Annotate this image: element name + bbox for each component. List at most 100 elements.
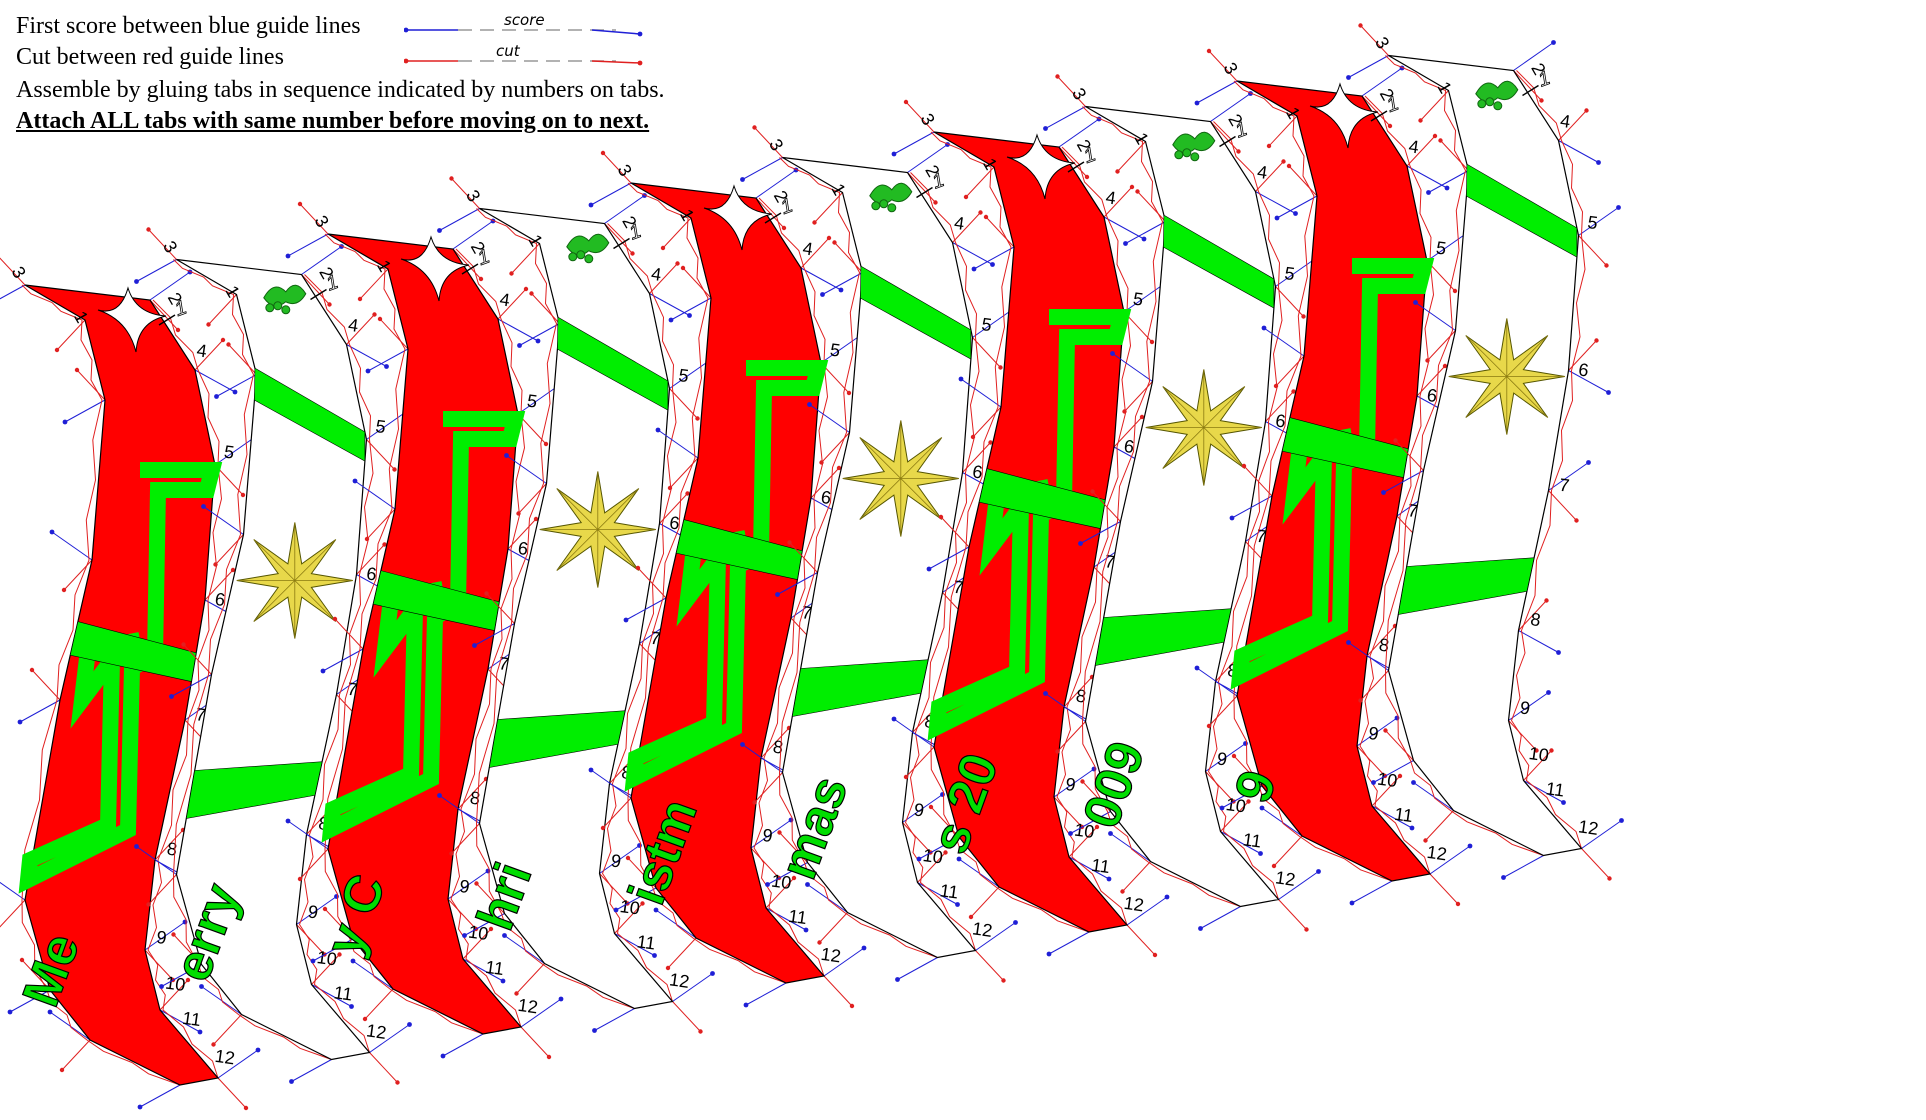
tab-number: 10 xyxy=(164,973,187,996)
score-guide-dot xyxy=(1229,515,1235,521)
score-guide-line xyxy=(1383,470,1424,493)
score-guide-line xyxy=(893,718,935,748)
score-guide-line xyxy=(1045,106,1086,129)
tab-number: 10 xyxy=(619,896,642,919)
glue-tab-edge xyxy=(601,223,677,1002)
cut-guide-dot xyxy=(523,286,529,292)
score-guide-line xyxy=(1200,906,1241,929)
cut-guide-line xyxy=(173,934,202,965)
score-guide-line xyxy=(214,436,256,466)
cut-guide-line xyxy=(21,959,51,991)
score-guide-line xyxy=(144,921,186,951)
cut-guide-dot xyxy=(181,642,186,647)
score-guide-dot xyxy=(365,368,371,374)
score-guide-dot xyxy=(1261,325,1267,331)
glue-tab-edge xyxy=(904,172,980,951)
glue-start-arrow xyxy=(1219,135,1236,148)
score-guide-line xyxy=(0,284,26,300)
cut-guide-line xyxy=(364,988,394,1020)
tab-number: 6 xyxy=(1426,385,1439,406)
score-guide-dot xyxy=(1616,205,1621,210)
cut-guide-line xyxy=(1360,670,1389,701)
glue-tab-edge xyxy=(1384,55,1544,856)
score-guide-dot xyxy=(1546,690,1551,695)
glue-tab-edge xyxy=(298,274,374,1053)
score-guide-line xyxy=(346,344,387,367)
cut-guide-line xyxy=(511,243,540,274)
score-guide-line xyxy=(1080,521,1121,544)
cut-guide-dot xyxy=(61,587,67,593)
cut-guide-line xyxy=(779,832,808,863)
score-guide-dot xyxy=(285,253,291,259)
cut-guide-line xyxy=(1440,140,1469,171)
tab-number: 4 xyxy=(953,213,966,234)
cut-guide-line xyxy=(369,1052,398,1083)
cut-guide-line xyxy=(907,172,936,203)
score-guide-line xyxy=(19,699,61,723)
cut-guide-dot xyxy=(1549,748,1554,753)
score-guide-dot xyxy=(350,958,356,964)
score-guide-line xyxy=(1428,170,1469,193)
score-guide-line xyxy=(217,1049,259,1079)
tab-number: 8 xyxy=(469,788,482,809)
tab-number: 11 xyxy=(1393,804,1414,826)
green-band xyxy=(791,659,929,717)
score-guide-line xyxy=(670,297,712,321)
score-guide-line xyxy=(520,998,562,1028)
score-guide-line xyxy=(1275,258,1316,287)
score-guide-dot xyxy=(1043,126,1048,131)
tab-number: 11 xyxy=(333,982,354,1004)
tab-number: 5 xyxy=(374,416,387,437)
cut-guide-dot xyxy=(1425,358,1430,363)
score-guide-dot xyxy=(895,977,900,982)
score-guide-dot xyxy=(1606,390,1611,395)
cut-guide-dot xyxy=(1397,773,1403,779)
score-guide-line xyxy=(447,870,489,900)
cut-guide-line xyxy=(531,293,560,324)
score-guide-line xyxy=(750,819,792,849)
glue-start-arrow xyxy=(1370,110,1388,122)
cut-guide-dot xyxy=(1607,876,1612,881)
score-guide-dot xyxy=(1346,640,1351,645)
cut-guide-line xyxy=(452,248,482,280)
cut-guide-dot xyxy=(1574,518,1579,523)
score-guide-dot xyxy=(384,364,389,369)
tab-number: 10 xyxy=(467,922,490,945)
score-guide-dot xyxy=(1259,805,1265,811)
strip-panel xyxy=(175,258,371,1061)
score-guide-line xyxy=(9,989,51,1013)
tab-number: 12 xyxy=(971,918,994,941)
score-guide-line xyxy=(1429,845,1471,875)
ribbon xyxy=(1230,258,1435,690)
cut-guide-line xyxy=(1278,899,1307,930)
tab-number: 6 xyxy=(1577,359,1590,380)
score-guide-line xyxy=(506,455,547,484)
tab-number: 9 xyxy=(761,825,774,846)
score-guide-line xyxy=(767,862,808,885)
cut-guide-line xyxy=(627,857,657,889)
cut-guide-dot xyxy=(449,176,454,181)
score-guide-line xyxy=(1126,896,1168,926)
ribbon-band xyxy=(372,570,500,631)
tab-number: 8 xyxy=(772,737,785,758)
score-guide-line xyxy=(1578,207,1619,236)
score-guide-dot xyxy=(861,945,867,951)
score-guide-dot xyxy=(255,1047,261,1053)
score-guide-line xyxy=(1048,931,1090,955)
score-guide-line xyxy=(354,480,396,510)
glue-start-arrow xyxy=(1067,161,1085,173)
score-guide-dot xyxy=(285,818,291,824)
tab-number: 5 xyxy=(1586,212,1599,233)
cut-guide-dot xyxy=(1055,74,1060,79)
tab-number: 8 xyxy=(1529,609,1542,630)
ribbon xyxy=(18,462,223,894)
cut-guide-dot xyxy=(364,536,370,542)
cut-guide-line xyxy=(208,294,237,325)
cut-guide-dot xyxy=(297,876,303,882)
score-guide-line xyxy=(517,385,559,415)
score-guide-dot xyxy=(652,953,657,958)
cut-guide-dot xyxy=(698,1029,703,1034)
score-guide-line xyxy=(1513,42,1554,71)
cut-guide-dot xyxy=(1122,409,1127,414)
